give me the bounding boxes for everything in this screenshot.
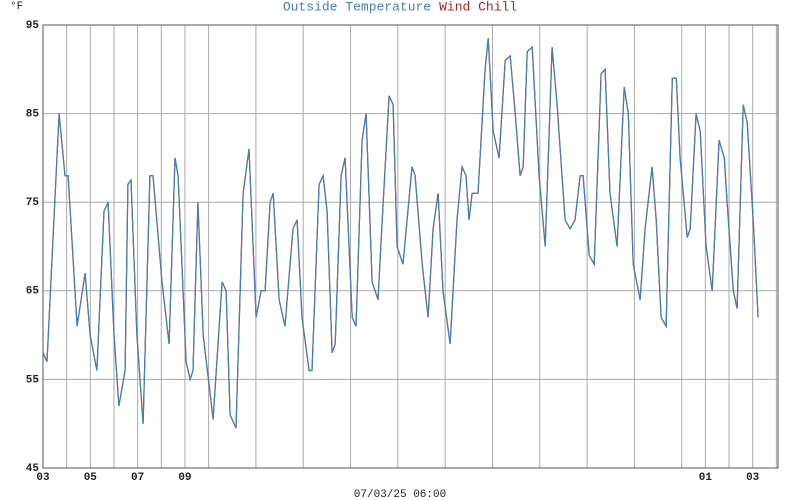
x-tick-label: 03 (746, 472, 760, 484)
title-temperature: Outside Temperature (283, 0, 431, 14)
x-tick-label: 07 (131, 472, 144, 484)
y-tick-label: 55 (26, 374, 40, 386)
x-axis-label: 07/03/25 06:00 (354, 489, 446, 500)
y-tick-label: 95 (26, 20, 40, 32)
y-tick-label: 75 (26, 197, 40, 209)
x-tick-label: 01 (699, 472, 713, 484)
x-tick-label: 03 (36, 472, 50, 484)
y-tick-label: 45 (26, 463, 40, 475)
y-tick-label: 85 (26, 109, 40, 121)
title-wind-chill: Wind Chill (439, 0, 517, 14)
x-tick-label: 05 (84, 472, 98, 484)
line-series (42, 38, 759, 429)
plot-area (42, 24, 779, 469)
x-tick-label: 09 (178, 472, 191, 484)
y-unit: °F (10, 1, 23, 13)
plot-border (42, 24, 779, 469)
y-tick-label: 65 (26, 286, 40, 298)
